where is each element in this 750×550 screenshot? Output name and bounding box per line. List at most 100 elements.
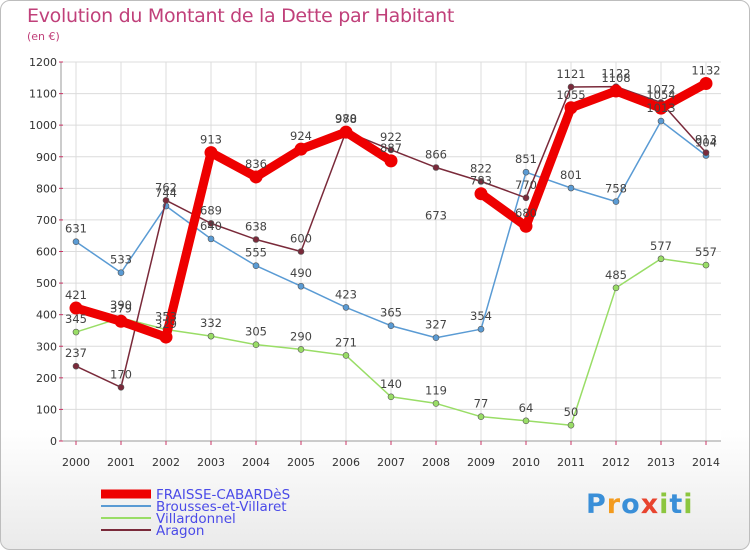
y-tick-label: 300 (36, 340, 57, 353)
data-label: 851 (515, 152, 537, 166)
data-point (294, 142, 308, 156)
x-tick-label: 2004 (242, 456, 270, 469)
data-point (204, 146, 218, 160)
x-tick-label: 2007 (377, 456, 405, 469)
data-point (387, 146, 395, 154)
data-point (159, 330, 173, 344)
data-label: 1072 (646, 82, 675, 96)
data-point (207, 220, 215, 227)
chart-subtitle: (en €) (27, 30, 60, 43)
data-point (387, 322, 395, 330)
data-point (72, 238, 80, 246)
data-point (117, 384, 125, 391)
data-label: 762 (155, 180, 177, 194)
data-label: 305 (245, 325, 267, 339)
logo-letter: o (621, 489, 641, 520)
data-point (207, 235, 215, 243)
logo-letter: x (640, 489, 660, 520)
data-point (342, 352, 350, 359)
data-label: 577 (650, 239, 672, 253)
y-tick-label: 600 (36, 246, 57, 259)
data-label: 770 (515, 178, 537, 192)
logo-letter: i (659, 489, 670, 520)
x-tick-label: 2002 (152, 456, 180, 469)
data-point (612, 198, 620, 205)
y-tick-label: 900 (36, 151, 57, 164)
data-point (702, 149, 710, 156)
data-label: 980 (335, 111, 357, 125)
data-label: 640 (200, 219, 222, 233)
data-point (249, 170, 263, 184)
data-label: 490 (290, 266, 312, 280)
data-point (72, 328, 80, 336)
x-tick-label: 2013 (647, 456, 675, 469)
data-point (387, 393, 395, 401)
x-tick-label: 2000 (62, 456, 90, 469)
y-tick-label: 1000 (29, 119, 57, 132)
x-tick-label: 2003 (197, 456, 225, 469)
data-point (477, 325, 485, 333)
y-tick-label: 100 (36, 403, 57, 416)
x-tick-label: 2005 (287, 456, 315, 469)
data-label: 329 (155, 317, 177, 331)
data-point (567, 421, 575, 429)
data-label: 758 (605, 182, 627, 196)
x-tick-label: 2006 (332, 456, 360, 469)
data-point (297, 346, 305, 353)
data-point (432, 164, 440, 171)
data-point (252, 236, 260, 243)
data-label: 978 (335, 112, 357, 126)
y-tick-label: 1200 (29, 56, 57, 69)
x-tick-label: 2001 (107, 456, 135, 469)
y-tick-label: 400 (36, 309, 57, 322)
x-tick-label: 2009 (467, 456, 495, 469)
data-point (69, 301, 83, 315)
data-label: 555 (245, 246, 267, 260)
data-point (657, 255, 665, 263)
data-point (522, 168, 530, 176)
y-tick-label: 1100 (29, 88, 57, 101)
data-point (612, 284, 620, 292)
data-label: 1054 (646, 88, 675, 102)
data-point (657, 117, 665, 125)
data-point (654, 101, 668, 115)
data-label: 119 (425, 383, 447, 397)
legend-label: Brousses-et-Villaret (156, 499, 287, 515)
data-label: 327 (425, 318, 447, 332)
data-label: 237 (65, 346, 87, 360)
data-label: 904 (695, 135, 717, 149)
data-point (564, 101, 578, 115)
y-tick-label: 800 (36, 182, 57, 195)
logo-letter: P (586, 489, 607, 520)
data-point (342, 304, 350, 311)
data-point (72, 362, 80, 370)
data-label: 638 (245, 219, 267, 233)
data-point (702, 261, 710, 269)
data-label: 353 (155, 310, 177, 324)
data-label: 1013 (646, 101, 675, 115)
data-point (522, 194, 530, 202)
data-label: 866 (425, 147, 447, 161)
data-point (384, 154, 398, 168)
data-label: 421 (65, 288, 87, 302)
data-label: 744 (155, 186, 177, 200)
logo-letter: i (683, 489, 694, 520)
x-tick-label: 2008 (422, 456, 450, 469)
data-label: 836 (245, 157, 267, 171)
data-label: 600 (290, 232, 312, 246)
proxiti-logo: Proxiti (586, 489, 694, 520)
data-label: 332 (200, 316, 222, 330)
data-point (609, 84, 623, 98)
data-label: 922 (380, 130, 402, 144)
legend-label: Villardonnel (156, 511, 236, 527)
y-tick-label: 700 (36, 214, 57, 227)
x-tick-label: 2010 (512, 456, 540, 469)
x-tick-label: 2012 (602, 456, 630, 469)
logo-letter: t (669, 489, 684, 520)
data-label: 345 (65, 312, 87, 326)
data-label: 290 (290, 329, 312, 343)
data-point (477, 413, 485, 420)
data-label: 689 (200, 203, 222, 217)
data-label: 423 (335, 287, 357, 301)
data-label: 801 (560, 168, 582, 182)
